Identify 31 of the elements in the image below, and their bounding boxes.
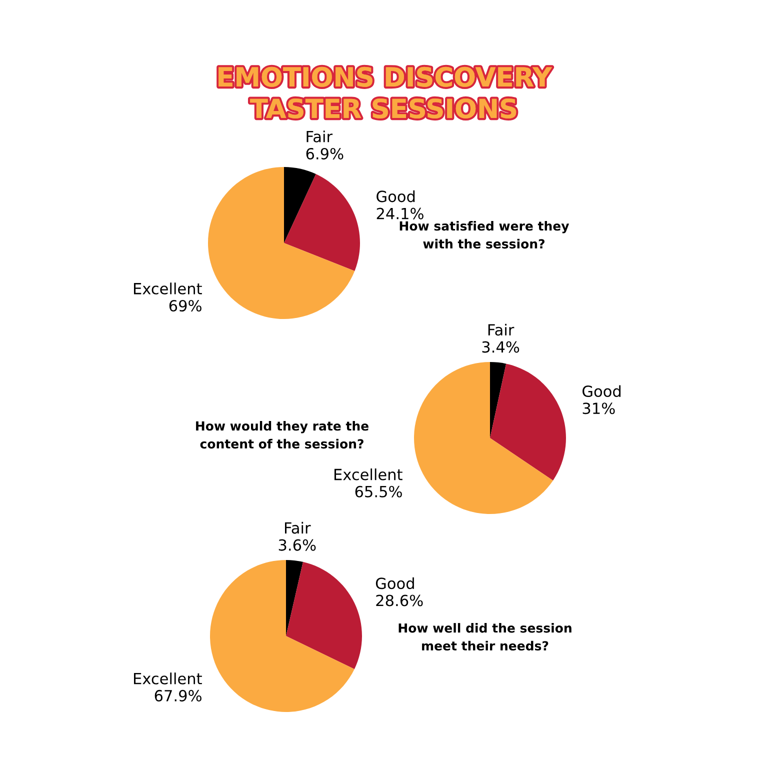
slice-label: Fair (488, 324, 514, 336)
slice-label: Excellent (334, 468, 402, 480)
text: How well did the session meet their needs? (398, 623, 572, 651)
data-label: 3.6% (278, 539, 316, 551)
data-label: 69% (169, 300, 202, 312)
pie-slice (284, 174, 360, 271)
data-label: 24.1% (376, 208, 424, 220)
data-label: 65.5% (355, 486, 402, 498)
pie-slice (490, 362, 506, 438)
pie-slice (490, 364, 566, 480)
pie-slice (284, 167, 316, 243)
pie-slice (414, 362, 554, 514)
slice-label: Good (376, 190, 415, 202)
data-label: 28.6% (376, 594, 423, 606)
data-label: 67.9% (154, 690, 202, 702)
chart-title: EMOTIONS DISCOVERY TASTER SESSIONS (218, 66, 552, 118)
slice-label: Excellent (134, 672, 202, 684)
data-label: 31% (582, 402, 615, 414)
pie-slice (286, 560, 304, 636)
slice-label: Excellent (134, 282, 202, 294)
slice-label: Fair (306, 130, 333, 142)
slice-label: Good (582, 385, 621, 398)
pie-slice (286, 562, 362, 670)
text: How would they rate the content of the session? (196, 421, 368, 449)
data-label: 6.9% (306, 148, 344, 160)
slice-label: Good (376, 577, 414, 590)
pie-slice (208, 167, 355, 319)
slice-label: Fair (285, 522, 311, 534)
pie-slice (210, 560, 354, 712)
data-label: 3.4% (482, 341, 520, 353)
text: How satisfied were they with the session? (400, 221, 570, 249)
